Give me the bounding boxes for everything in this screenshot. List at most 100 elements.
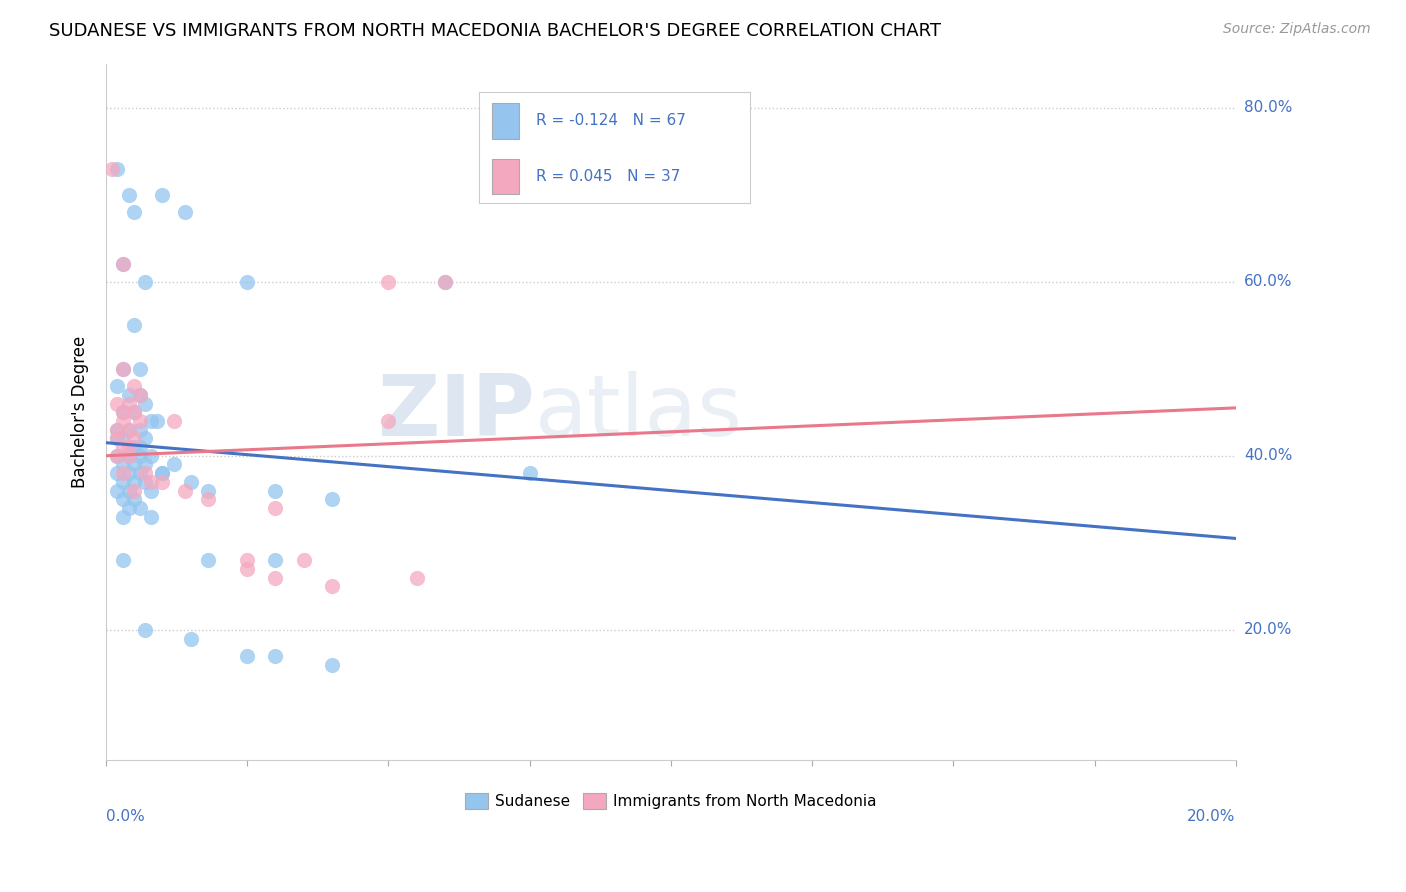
Point xyxy=(105,431,128,445)
Point xyxy=(134,458,156,472)
Point xyxy=(128,423,150,437)
Point xyxy=(111,553,134,567)
Point xyxy=(105,449,128,463)
Point xyxy=(134,475,156,489)
Point xyxy=(139,483,162,498)
Point xyxy=(105,483,128,498)
Point xyxy=(111,458,134,472)
Point xyxy=(122,483,145,498)
Point xyxy=(117,440,139,454)
Point xyxy=(105,431,128,445)
Point xyxy=(180,475,202,489)
Point xyxy=(111,475,134,489)
Point xyxy=(128,388,150,402)
Point xyxy=(117,449,139,463)
Text: SUDANESE VS IMMIGRANTS FROM NORTH MACEDONIA BACHELOR'S DEGREE CORRELATION CHART: SUDANESE VS IMMIGRANTS FROM NORTH MACEDO… xyxy=(49,22,941,40)
Point xyxy=(111,466,134,480)
Point xyxy=(152,475,174,489)
Point xyxy=(111,492,134,507)
Point xyxy=(321,657,343,672)
Point xyxy=(264,553,287,567)
Point xyxy=(377,414,399,428)
Point xyxy=(117,396,139,410)
Point xyxy=(197,492,219,507)
Point xyxy=(128,414,150,428)
Point xyxy=(145,414,167,428)
Point xyxy=(174,205,197,219)
Point xyxy=(111,257,134,271)
Point xyxy=(321,579,343,593)
Text: 60.0%: 60.0% xyxy=(1244,274,1292,289)
Point xyxy=(264,500,287,515)
Point xyxy=(105,396,128,410)
Point xyxy=(105,449,128,463)
Point xyxy=(117,187,139,202)
Point xyxy=(122,205,145,219)
Point xyxy=(105,466,128,480)
Text: Source: ZipAtlas.com: Source: ZipAtlas.com xyxy=(1223,22,1371,37)
Point xyxy=(134,396,156,410)
Point xyxy=(117,483,139,498)
Point xyxy=(134,623,156,637)
Point xyxy=(134,275,156,289)
Point xyxy=(105,423,128,437)
Point xyxy=(128,388,150,402)
Text: ZIP: ZIP xyxy=(377,371,536,454)
Point xyxy=(122,458,145,472)
Point xyxy=(117,388,139,402)
Point xyxy=(139,509,162,524)
Point xyxy=(111,414,134,428)
Point xyxy=(100,161,122,176)
Point xyxy=(292,553,315,567)
Point xyxy=(122,475,145,489)
Point xyxy=(128,466,150,480)
Point xyxy=(152,466,174,480)
Text: 80.0%: 80.0% xyxy=(1244,100,1292,115)
Point xyxy=(111,509,134,524)
Point xyxy=(128,361,150,376)
Point xyxy=(519,466,541,480)
Point xyxy=(163,458,186,472)
Point xyxy=(197,483,219,498)
Point xyxy=(105,423,128,437)
Point xyxy=(152,187,174,202)
Text: 20.0%: 20.0% xyxy=(1188,809,1236,824)
Point xyxy=(139,414,162,428)
Text: 0.0%: 0.0% xyxy=(105,809,145,824)
Point xyxy=(174,483,197,498)
Point xyxy=(122,318,145,333)
Text: 20.0%: 20.0% xyxy=(1244,623,1292,638)
Point xyxy=(236,562,259,576)
Point xyxy=(111,431,134,445)
Point xyxy=(134,466,156,480)
Point xyxy=(128,440,150,454)
Point xyxy=(122,405,145,419)
Point xyxy=(111,440,134,454)
Point xyxy=(433,275,456,289)
Text: atlas: atlas xyxy=(536,371,744,454)
Point xyxy=(405,571,427,585)
Text: 40.0%: 40.0% xyxy=(1244,449,1292,463)
Point xyxy=(105,161,128,176)
Point xyxy=(163,414,186,428)
Point xyxy=(433,275,456,289)
Point xyxy=(139,449,162,463)
Point xyxy=(197,553,219,567)
Point xyxy=(139,475,162,489)
Point xyxy=(264,571,287,585)
Point xyxy=(117,500,139,515)
Point xyxy=(111,257,134,271)
Point xyxy=(264,648,287,663)
Point xyxy=(236,553,259,567)
Point xyxy=(111,405,134,419)
Point xyxy=(122,405,145,419)
Legend: Sudanese, Immigrants from North Macedonia: Sudanese, Immigrants from North Macedoni… xyxy=(458,788,883,815)
Point xyxy=(236,275,259,289)
Point xyxy=(377,275,399,289)
Point xyxy=(122,440,145,454)
Point xyxy=(128,500,150,515)
Point xyxy=(264,483,287,498)
Point xyxy=(128,449,150,463)
Point xyxy=(117,466,139,480)
Point xyxy=(321,492,343,507)
